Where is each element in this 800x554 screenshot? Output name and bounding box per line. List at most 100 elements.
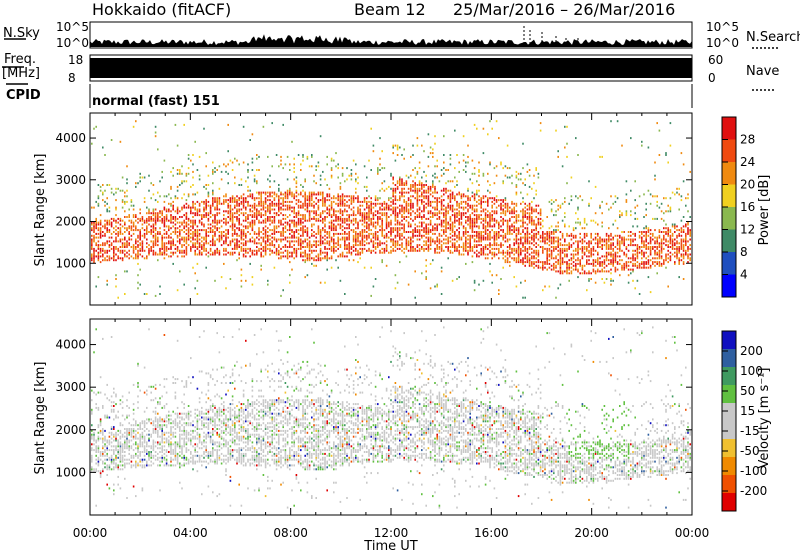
- echo-cell: [610, 259, 612, 262]
- echo-cell: [423, 185, 425, 188]
- echo-cell: [238, 214, 240, 217]
- echo-cell: [117, 257, 119, 260]
- echo-cell: [93, 227, 95, 230]
- echo-cell: [262, 236, 265, 239]
- echo-cell: [396, 244, 399, 247]
- echo-cell: [291, 255, 293, 258]
- echo-cell: [434, 227, 436, 230]
- echo-cell: [196, 236, 199, 239]
- echo-cell: [407, 202, 410, 205]
- echo-cell: [253, 242, 256, 245]
- echo-cell: [385, 216, 388, 218]
- echo-cell: [487, 189, 489, 192]
- echo-cell: [333, 219, 335, 222]
- echo-cell: [383, 242, 386, 245]
- echo-cell: [273, 180, 276, 183]
- echo-cell: [322, 212, 324, 215]
- echo-cell: [242, 200, 245, 203]
- echo-cell: [139, 238, 141, 241]
- echo-cell: [524, 210, 526, 213]
- echo-cell: [522, 261, 524, 264]
- echo-cell: [352, 197, 355, 200]
- echo-cell: [126, 216, 128, 218]
- echo-cell: [471, 255, 474, 258]
- echo-cell: [403, 187, 405, 190]
- echo-cell: [104, 244, 106, 247]
- echo-cell: [603, 270, 606, 273]
- echo-cell: [198, 249, 201, 252]
- echo-cell: [253, 199, 256, 202]
- echo-cell: [443, 167, 445, 170]
- echo-cell: [436, 236, 438, 239]
- echo-cell: [623, 231, 625, 233]
- echo-cell: [487, 234, 489, 237]
- echo-cell: [220, 202, 223, 205]
- echo-cell: [471, 191, 474, 194]
- echo-cell: [357, 249, 359, 252]
- echo-cell: [150, 216, 152, 218]
- echo-cell: [473, 244, 476, 247]
- echo-cell: [115, 236, 117, 239]
- echo-cell: [234, 238, 236, 241]
- echo-cell: [293, 257, 295, 260]
- echo-cell: [91, 246, 93, 248]
- echo-cell: [469, 247, 471, 250]
- echo-cell: [203, 216, 205, 218]
- echo-cell: [590, 232, 592, 235]
- echo-cell: [311, 223, 313, 226]
- echo-cell: [489, 232, 491, 235]
- echo-cell: [445, 231, 447, 233]
- echo-cell: [434, 187, 436, 190]
- echo-cell: [282, 199, 284, 202]
- echo-cell: [438, 247, 441, 250]
- echo-cell: [238, 244, 240, 247]
- echo-cell: [605, 234, 608, 237]
- echo-cell: [297, 238, 300, 241]
- echo-cell: [141, 242, 144, 245]
- echo-cell: [286, 189, 289, 192]
- echo-cell: [141, 176, 144, 179]
- echo-cell: [286, 255, 289, 258]
- echo-cell: [454, 167, 456, 170]
- echo-cell: [396, 221, 399, 224]
- echo-cell: [594, 270, 597, 273]
- echo-cell: [348, 242, 350, 245]
- echo-cell: [284, 214, 287, 217]
- echo-cell: [421, 144, 423, 147]
- echo-cell: [458, 170, 460, 173]
- echo-cell: [357, 238, 359, 241]
- echo-cell: [377, 221, 379, 224]
- echo-cell: [361, 231, 364, 233]
- echo-cell: [317, 255, 320, 258]
- echo-cell: [302, 214, 304, 217]
- echo-cell: [311, 217, 313, 220]
- echo-cell: [104, 154, 106, 156]
- echo-cell: [370, 208, 372, 211]
- echo-cell: [438, 180, 441, 183]
- echo-cell: [148, 212, 150, 215]
- echo-cell: [93, 234, 95, 237]
- echo-cell: [330, 266, 333, 269]
- echo-cell: [179, 210, 181, 213]
- echo-cell: [229, 197, 232, 200]
- echo-cell: [249, 221, 251, 224]
- echo-cell: [355, 172, 357, 175]
- echo-cell: [361, 238, 364, 241]
- echo-cell: [583, 247, 586, 250]
- echo-cell: [583, 246, 586, 248]
- echo-cell: [297, 232, 300, 235]
- echo-cell: [192, 231, 194, 233]
- echo-cell: [469, 219, 471, 222]
- echo-cell: [115, 253, 117, 256]
- echo-cell: [194, 272, 196, 275]
- echo-cell: [262, 125, 265, 128]
- echo-cell: [427, 217, 430, 220]
- echo-cell: [401, 191, 403, 194]
- echo-cell: [183, 283, 185, 286]
- echo-cell: [126, 200, 128, 203]
- echo-cell: [511, 225, 513, 228]
- echo-cell: [154, 238, 157, 241]
- echo-cell: [271, 122, 273, 125]
- echo-cell: [418, 199, 421, 202]
- echo-cell: [311, 229, 313, 232]
